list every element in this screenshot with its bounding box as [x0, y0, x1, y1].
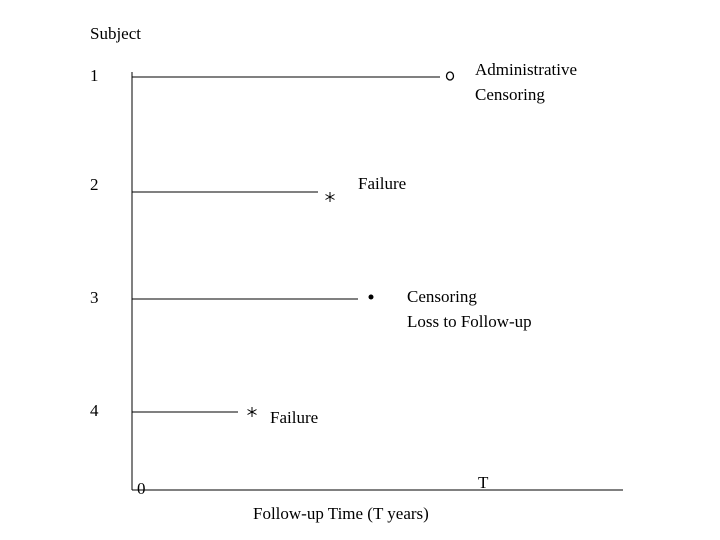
event-label: Administrative — [475, 60, 577, 79]
event-label: Censoring — [407, 287, 477, 306]
axis-title: Follow-up Time (T years) — [253, 504, 429, 523]
failure-marker — [325, 192, 335, 202]
axis-end: T — [478, 473, 489, 492]
header-title: Subject — [90, 24, 141, 43]
axis-origin: 0 — [137, 479, 146, 498]
event-label: Failure — [358, 174, 406, 193]
subject-id: 4 — [90, 401, 99, 420]
loss-marker — [368, 294, 374, 300]
failure-marker — [247, 407, 257, 417]
censor-marker — [445, 71, 455, 81]
subject-id: 2 — [90, 175, 99, 194]
subject-id: 3 — [90, 288, 99, 307]
event-label: Failure — [270, 408, 318, 427]
event-label: Censoring — [475, 85, 545, 104]
event-label: Loss to Follow-up — [407, 312, 532, 331]
subject-id: 1 — [90, 66, 99, 85]
